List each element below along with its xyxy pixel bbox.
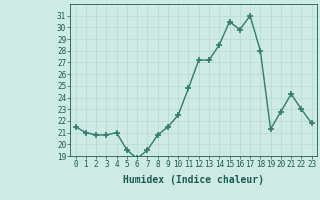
X-axis label: Humidex (Indice chaleur): Humidex (Indice chaleur)	[123, 175, 264, 185]
